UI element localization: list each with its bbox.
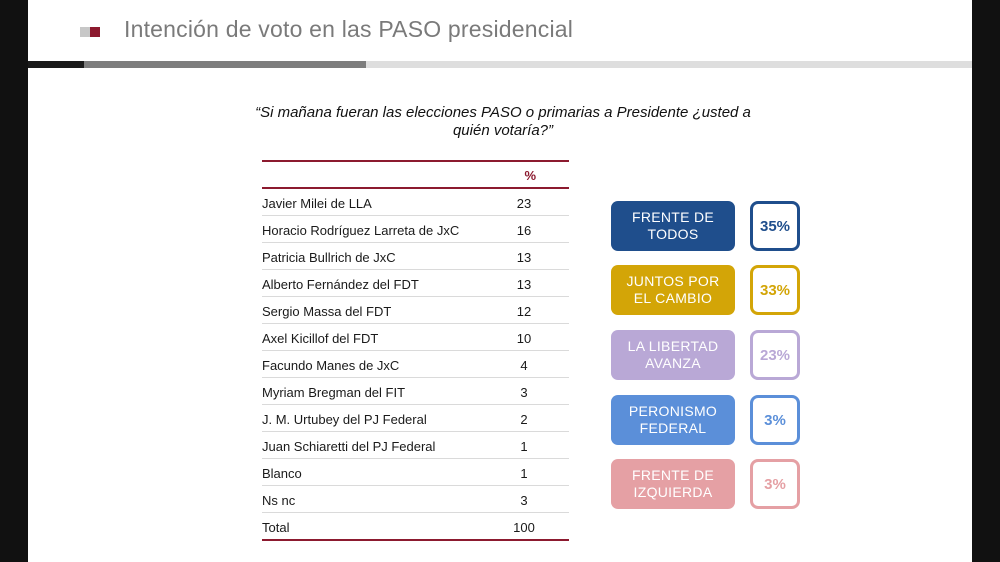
table-row: Total 100 — [262, 513, 569, 541]
percent-value: 1 — [520, 466, 528, 481]
percent-value: 100 — [513, 520, 535, 535]
table-top-rule — [262, 160, 569, 162]
candidate-label: Blanco — [262, 466, 302, 481]
percent-value: 12 — [516, 304, 532, 319]
table-row: Juan Schiaretti del PJ Federal 1 — [262, 432, 569, 459]
title-marker-icon — [80, 27, 100, 37]
percent-value: 13 — [516, 250, 532, 265]
candidate-label: Myriam Bregman del FIT — [262, 385, 406, 400]
party-percent-box: 33% — [750, 265, 800, 315]
percent-value: 13 — [516, 277, 532, 292]
party-label-box: LA LIBERTAD AVANZA — [611, 330, 735, 380]
table-row: Ns nc 3 — [262, 486, 569, 513]
page-title: Intención de voto en las PASO presidenci… — [124, 16, 574, 42]
table-header: % — [262, 162, 569, 187]
candidate-label: Javier Milei de LLA — [262, 196, 372, 211]
table-row: Alberto Fernández del FDT 13 — [262, 270, 569, 297]
table-row: J. M. Urtubey del PJ Federal 2 — [262, 405, 569, 432]
candidate-label: Sergio Massa del FDT — [262, 304, 392, 319]
percent-value: 2 — [520, 412, 528, 427]
slide: Intención de voto en las PASO presidenci… — [28, 0, 972, 562]
percent-value: 3 — [520, 493, 528, 508]
party-label-box: FRENTE DE TODOS — [611, 201, 735, 251]
party-label-box: FRENTE DE IZQUIERDA — [611, 459, 735, 509]
candidate-label: Axel Kicillof del FDT — [262, 331, 379, 346]
party-label-box: PERONISMO FEDERAL — [611, 395, 735, 445]
percent-value: 10 — [516, 331, 532, 346]
table-row: Javier Milei de LLA 23 — [262, 189, 569, 216]
header-rule-mid — [84, 61, 366, 68]
table-row: Horacio Rodríguez Larreta de JxC 16 — [262, 216, 569, 243]
header-rule-light — [366, 61, 972, 68]
percent-value: 16 — [516, 223, 532, 238]
candidate-label: J. M. Urtubey del PJ Federal — [262, 412, 427, 427]
candidate-label: Ns nc — [262, 493, 296, 508]
table-row: Blanco 1 — [262, 459, 569, 486]
candidate-label: Facundo Manes de JxC — [262, 358, 400, 373]
party-percent-box: 3% — [750, 395, 800, 445]
table-row: Axel Kicillof del FDT 10 — [262, 324, 569, 351]
header-rule-dark — [28, 61, 84, 68]
candidate-label: Alberto Fernández del FDT — [262, 277, 419, 292]
party-label-box: JUNTOS POR EL CAMBIO — [611, 265, 735, 315]
table-header-rule — [262, 187, 569, 189]
candidate-label: Juan Schiaretti del PJ Federal — [262, 439, 436, 454]
party-percent-box: 35% — [750, 201, 800, 251]
percent-value: 1 — [520, 439, 528, 454]
table-row: Facundo Manes de JxC 4 — [262, 351, 569, 378]
candidate-label: Horacio Rodríguez Larreta de JxC — [262, 223, 460, 238]
party-percent-box: 3% — [750, 459, 800, 509]
table-row: Sergio Massa del FDT 12 — [262, 297, 569, 324]
survey-question: “Si mañana fueran las elecciones PASO o … — [255, 104, 751, 139]
table-body: Javier Milei de LLA 23 Horacio Rodríguez L… — [262, 189, 569, 541]
percent-value: 3 — [520, 385, 528, 400]
percent-column-header: % — [524, 168, 536, 183]
percent-value: 23 — [516, 196, 532, 211]
percent-value: 4 — [520, 358, 528, 373]
vote-intention-table: % Javier Milei de LLA 23 Horacio Rodríguez… — [262, 160, 569, 541]
table-row: Myriam Bregman del FIT 3 — [262, 378, 569, 405]
candidate-label: Patricia Bullrich de JxC — [262, 250, 396, 265]
party-percent-box: 23% — [750, 330, 800, 380]
candidate-label: Total — [262, 520, 290, 535]
table-row: Patricia Bullrich de JxC 13 — [262, 243, 569, 270]
